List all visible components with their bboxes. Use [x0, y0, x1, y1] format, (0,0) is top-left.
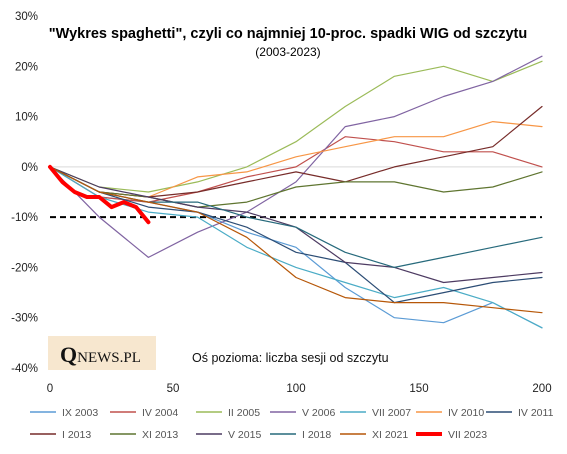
- legend-item: VII 2007: [340, 407, 411, 419]
- x-axis-label: Oś pozioma: liczba sesji od szczytu: [192, 351, 389, 365]
- legend: IX 2003 IV 2004 II 2005 V 2006 VII 2007 IV 20…: [30, 407, 554, 441]
- y-tick-label: 10%: [15, 112, 38, 124]
- x-axis-tick-labels: 0 50 100 150 200: [47, 383, 552, 395]
- series-line-xi-2013: [49, 166, 543, 208]
- series-line-ix-2003: [49, 166, 543, 329]
- series-line-xi-2021: [49, 166, 543, 314]
- legend-label: V 2006: [302, 407, 335, 419]
- logo-background: [48, 336, 156, 370]
- legend-label: IX 2003: [62, 407, 98, 419]
- x-tick-label: 0: [47, 383, 53, 395]
- legend-label: I 2013: [62, 429, 91, 441]
- series-line-v-2015: [49, 166, 543, 284]
- legend-item: IV 2010: [416, 407, 484, 419]
- legend-label: IV 2004: [142, 407, 178, 419]
- legend-item: V 2006: [270, 407, 335, 419]
- chart-title: "Wykres spaghetti", czyli co najmniej 10…: [49, 26, 527, 42]
- legend-label: VII 2007: [372, 407, 411, 419]
- legend-label: V 2015: [228, 429, 261, 441]
- y-tick-label: 0%: [21, 162, 38, 174]
- legend-label: XI 2013: [142, 429, 178, 441]
- legend-item: IV 2004: [110, 407, 178, 419]
- logo-text: QNEWS.PL: [60, 342, 141, 367]
- y-tick-label: -30%: [11, 313, 38, 325]
- y-tick-label: -10%: [11, 212, 38, 224]
- series-line-vii-2023: [48, 164, 151, 225]
- series-lines: [48, 55, 543, 329]
- y-tick-label: 20%: [15, 61, 38, 73]
- legend-item: XI 2021: [340, 429, 408, 441]
- y-tick-label: 30%: [15, 11, 38, 23]
- legend-label: VII 2023: [448, 429, 487, 441]
- legend-label: I 2018: [302, 429, 331, 441]
- legend-item: VII 2023: [416, 429, 487, 441]
- series-line-i-2013: [49, 105, 543, 198]
- legend-item: IV 2011: [486, 407, 554, 419]
- x-tick-label: 50: [167, 383, 180, 395]
- legend-label: XI 2021: [372, 429, 408, 441]
- legend-label: IV 2010: [448, 407, 484, 419]
- y-tick-label: -20%: [11, 262, 38, 274]
- x-tick-label: 200: [532, 383, 551, 395]
- series-line-v-2006: [49, 55, 543, 258]
- legend-label: II 2005: [228, 407, 260, 419]
- y-axis-tick-labels: 30% 20% 10% 0% -10% -20% -30% -40%: [11, 11, 38, 375]
- legend-item: I 2018: [270, 429, 331, 441]
- series-line-ii-2005: [49, 60, 543, 193]
- legend-item: IX 2003: [30, 407, 98, 419]
- legend-item: I 2013: [30, 429, 91, 441]
- chart-subtitle: (2003-2023): [255, 45, 320, 59]
- y-tick-label: -40%: [11, 363, 38, 375]
- legend-item: II 2005: [196, 407, 260, 419]
- logo: QNEWS.PL: [48, 336, 156, 370]
- x-tick-label: 100: [286, 383, 305, 395]
- legend-item: V 2015: [196, 429, 261, 441]
- series-line-iv-2004: [49, 136, 543, 203]
- series-line-iv-2011: [49, 166, 543, 304]
- series-line-iv-2010: [49, 120, 543, 198]
- x-tick-label: 150: [409, 383, 428, 395]
- legend-label: IV 2011: [518, 407, 554, 419]
- legend-item: XI 2013: [110, 429, 178, 441]
